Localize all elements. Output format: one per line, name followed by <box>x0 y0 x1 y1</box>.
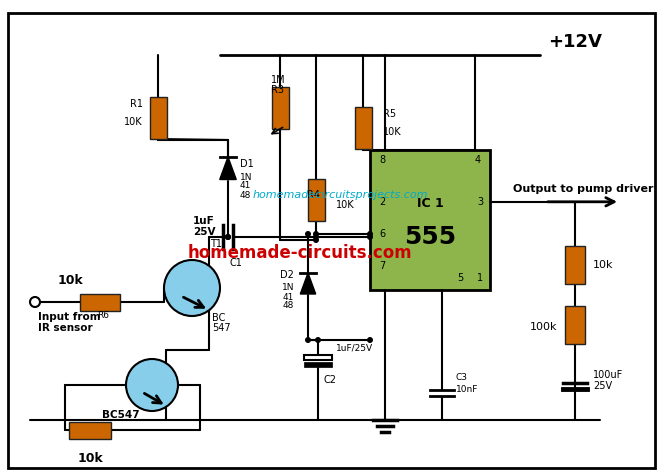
Bar <box>370 150 490 290</box>
Bar <box>232 227 234 247</box>
Circle shape <box>367 337 373 343</box>
Circle shape <box>225 234 231 240</box>
Polygon shape <box>219 157 236 179</box>
Bar <box>565 306 585 344</box>
Text: C3: C3 <box>456 374 468 383</box>
Text: Input from: Input from <box>38 312 101 322</box>
Text: C2: C2 <box>323 375 336 385</box>
Text: 25V: 25V <box>593 381 612 391</box>
Polygon shape <box>300 273 316 294</box>
Text: D1: D1 <box>240 159 254 169</box>
Text: 100k: 100k <box>530 322 557 332</box>
Text: 10k: 10k <box>58 274 84 287</box>
Text: 3: 3 <box>477 197 483 207</box>
Bar <box>149 97 166 139</box>
Circle shape <box>164 260 220 316</box>
Text: homemadecircuitsprojects.com: homemadecircuitsprojects.com <box>252 190 428 200</box>
Text: D2: D2 <box>280 270 294 280</box>
Text: 7: 7 <box>379 261 385 271</box>
Text: 555: 555 <box>404 225 456 249</box>
Text: 547: 547 <box>212 323 231 333</box>
Text: 1uF: 1uF <box>193 216 215 226</box>
Text: C1: C1 <box>229 258 242 268</box>
Text: BC547: BC547 <box>102 410 140 420</box>
Text: 1N: 1N <box>282 284 294 292</box>
Bar <box>308 179 324 221</box>
Text: R4: R4 <box>308 190 320 200</box>
Text: T1: T1 <box>210 239 222 249</box>
Text: 10nF: 10nF <box>456 386 479 395</box>
Text: 48: 48 <box>240 190 251 199</box>
Text: IC 1: IC 1 <box>416 197 444 210</box>
Text: 48: 48 <box>282 301 294 310</box>
Circle shape <box>313 231 319 237</box>
Text: 25V: 25V <box>193 227 215 237</box>
Circle shape <box>313 234 319 240</box>
Bar <box>80 294 120 310</box>
Bar <box>272 87 288 129</box>
Text: 1uF/25V: 1uF/25V <box>336 344 373 353</box>
Text: 5: 5 <box>457 273 463 283</box>
Text: 1N: 1N <box>240 172 253 181</box>
Bar <box>304 362 332 367</box>
Text: 10K: 10K <box>125 117 143 127</box>
Text: 41: 41 <box>282 292 294 301</box>
Text: R6: R6 <box>97 311 109 320</box>
Text: 10K: 10K <box>336 200 355 210</box>
Bar <box>69 422 111 438</box>
Circle shape <box>305 231 311 237</box>
Circle shape <box>225 234 231 240</box>
Text: +12V: +12V <box>548 33 602 51</box>
Text: 41: 41 <box>240 181 251 190</box>
Bar <box>565 246 585 284</box>
Circle shape <box>367 231 373 237</box>
Circle shape <box>126 359 178 411</box>
Text: IR sensor: IR sensor <box>38 323 93 333</box>
Bar <box>355 107 371 149</box>
Text: Output to pump driver: Output to pump driver <box>512 184 653 194</box>
Text: R1: R1 <box>130 99 143 109</box>
Circle shape <box>305 337 311 343</box>
Text: 10K: 10K <box>383 127 402 137</box>
Text: 2: 2 <box>379 197 385 207</box>
Bar <box>304 355 332 360</box>
Circle shape <box>30 297 40 307</box>
Text: R5: R5 <box>383 109 396 119</box>
Text: 6: 6 <box>379 229 385 239</box>
Bar <box>222 227 224 247</box>
Text: homemade-circuits.com: homemade-circuits.com <box>188 244 412 262</box>
Text: 1M: 1M <box>271 75 285 85</box>
Circle shape <box>315 337 321 343</box>
Text: 1: 1 <box>477 273 483 283</box>
Circle shape <box>313 237 319 243</box>
Text: BC: BC <box>212 313 225 323</box>
Text: 8: 8 <box>379 155 385 165</box>
Text: 10k: 10k <box>593 260 613 270</box>
Text: 10k: 10k <box>77 452 103 465</box>
Text: 100uF: 100uF <box>593 370 623 380</box>
Text: 4: 4 <box>475 155 481 165</box>
Circle shape <box>367 234 373 240</box>
Text: R3: R3 <box>272 85 284 95</box>
